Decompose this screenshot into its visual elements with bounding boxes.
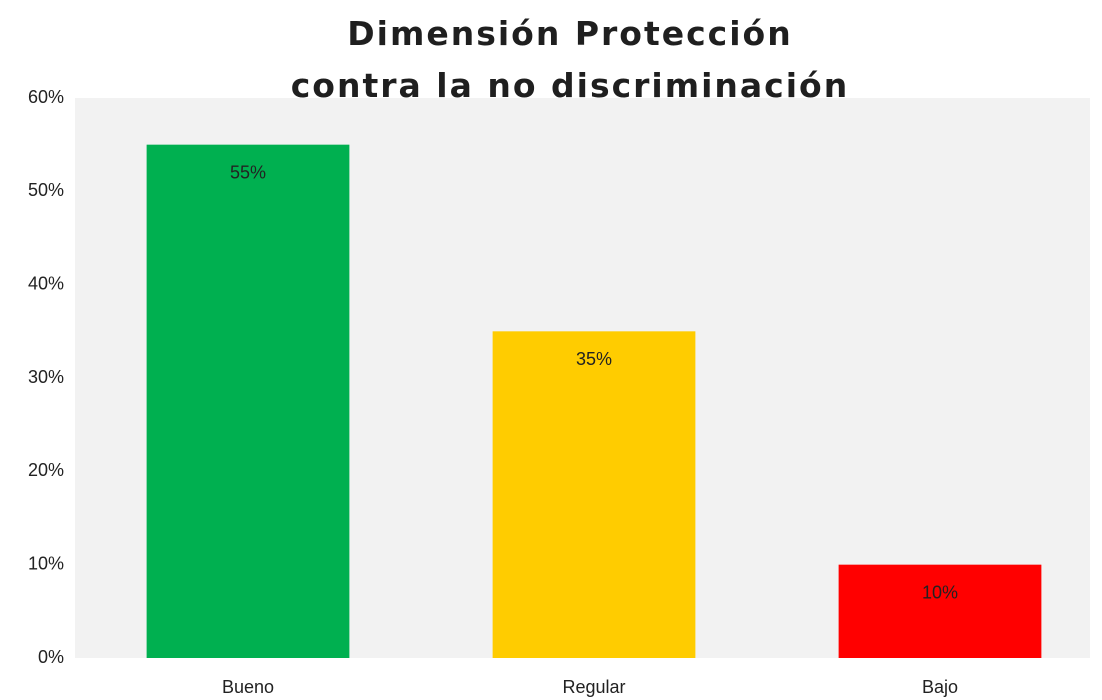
y-tick-label: 60% <box>28 87 64 107</box>
y-tick-label: 40% <box>28 273 64 293</box>
data-label: 35% <box>576 349 612 369</box>
x-tick-label: Regular <box>562 677 625 697</box>
y-tick-label: 20% <box>28 460 64 480</box>
data-label: 55% <box>230 162 266 182</box>
y-tick-label: 10% <box>28 553 64 573</box>
bar <box>146 144 350 658</box>
x-tick-label: Bueno <box>222 677 274 697</box>
bar <box>838 564 1042 658</box>
y-tick-label: 30% <box>28 367 64 387</box>
bar <box>492 331 696 658</box>
chart-title: Dimensión Protección contra la no discri… <box>290 14 850 105</box>
y-tick-label: 50% <box>28 180 64 200</box>
data-label: 10% <box>922 582 958 602</box>
x-tick-label: Bajo <box>922 677 958 697</box>
y-tick-label: 0% <box>38 647 64 667</box>
